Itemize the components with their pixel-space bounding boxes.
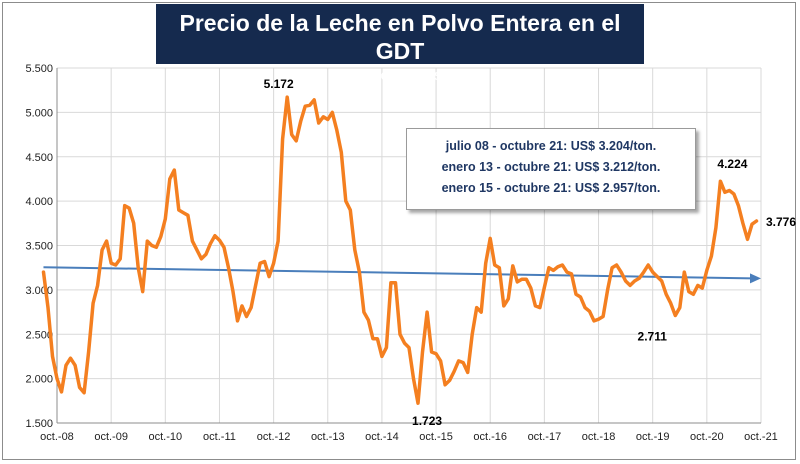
note-line-1: julio 08 - octubre 21: US$ 3.204/ton. xyxy=(445,139,657,153)
y-tick-label: 3.000 xyxy=(25,285,53,297)
data-label: 5.172 xyxy=(264,77,294,91)
trend-line xyxy=(43,266,761,284)
y-tick-label: 3.500 xyxy=(25,241,53,253)
data-label: 3.776 xyxy=(766,215,796,229)
y-tick-label: 2.000 xyxy=(25,374,53,386)
x-tick-label: oct.-15 xyxy=(419,431,453,443)
price-series xyxy=(41,95,759,405)
y-tick-label: 4.000 xyxy=(25,196,53,208)
chart-subtitle: - promedio mensual - xyxy=(329,67,471,84)
y-tick-labels: 1.500 2.000 2.500 3.000 3.500 4.000 4.500 5.000… xyxy=(25,63,53,430)
note-line-3: enero 15 - octubre 21: US$ 2.957/ton. xyxy=(441,181,661,195)
x-tick-label: oct.-12 xyxy=(257,431,291,443)
data-label: 1.723 xyxy=(412,414,442,428)
y-tick-label: 2.500 xyxy=(25,329,53,341)
data-label: 4.224 xyxy=(717,157,747,171)
y-tick-label: 5.500 xyxy=(25,63,53,75)
trend-arrowhead xyxy=(750,273,761,284)
data-labels: 5.172 1.723 2.711 4.224 3.776 xyxy=(264,77,797,428)
y-tick-label: 4.500 xyxy=(25,152,53,164)
title-banner: Precio de la Leche en Polvo Entera en el… xyxy=(156,4,644,84)
x-tick-label: oct.-20 xyxy=(690,431,724,443)
y-tick-label: 5.000 xyxy=(25,107,53,119)
x-tick-label: oct.-19 xyxy=(636,431,670,443)
x-tick-label: oct.-08 xyxy=(40,431,74,443)
x-tick-label: oct.-14 xyxy=(365,431,399,443)
x-tick-label: oct.-21 xyxy=(744,431,778,443)
x-tick-label: oct.-13 xyxy=(311,431,345,443)
x-tick-label: oct.-11 xyxy=(203,431,236,443)
x-tick-label: oct.-16 xyxy=(473,431,507,443)
gridlines xyxy=(56,67,762,424)
x-tick-label: oct.-10 xyxy=(148,431,182,443)
x-tick-label: oct.-17 xyxy=(528,431,562,443)
price-series-line xyxy=(41,95,759,405)
x-tick-label: oct.-09 xyxy=(94,431,128,443)
trend-line-segment xyxy=(43,266,753,280)
chart-title: Precio de la Leche en Polvo Entera en el… xyxy=(179,10,621,64)
x-tick-labels: oct.-08 oct.-09 oct.-10 oct.-11 oct.-12 oct.-… xyxy=(40,431,778,443)
note-line-2: enero 13 - octubre 21: US$ 3.212/ton. xyxy=(441,160,661,174)
y-tick-label: 1.500 xyxy=(25,418,53,430)
axes xyxy=(56,68,761,424)
x-tick-label: oct.-18 xyxy=(582,431,616,443)
average-price-note: julio 08 - octubre 21: US$ 3.204/ton. en… xyxy=(406,128,696,210)
data-label: 2.711 xyxy=(638,330,668,344)
